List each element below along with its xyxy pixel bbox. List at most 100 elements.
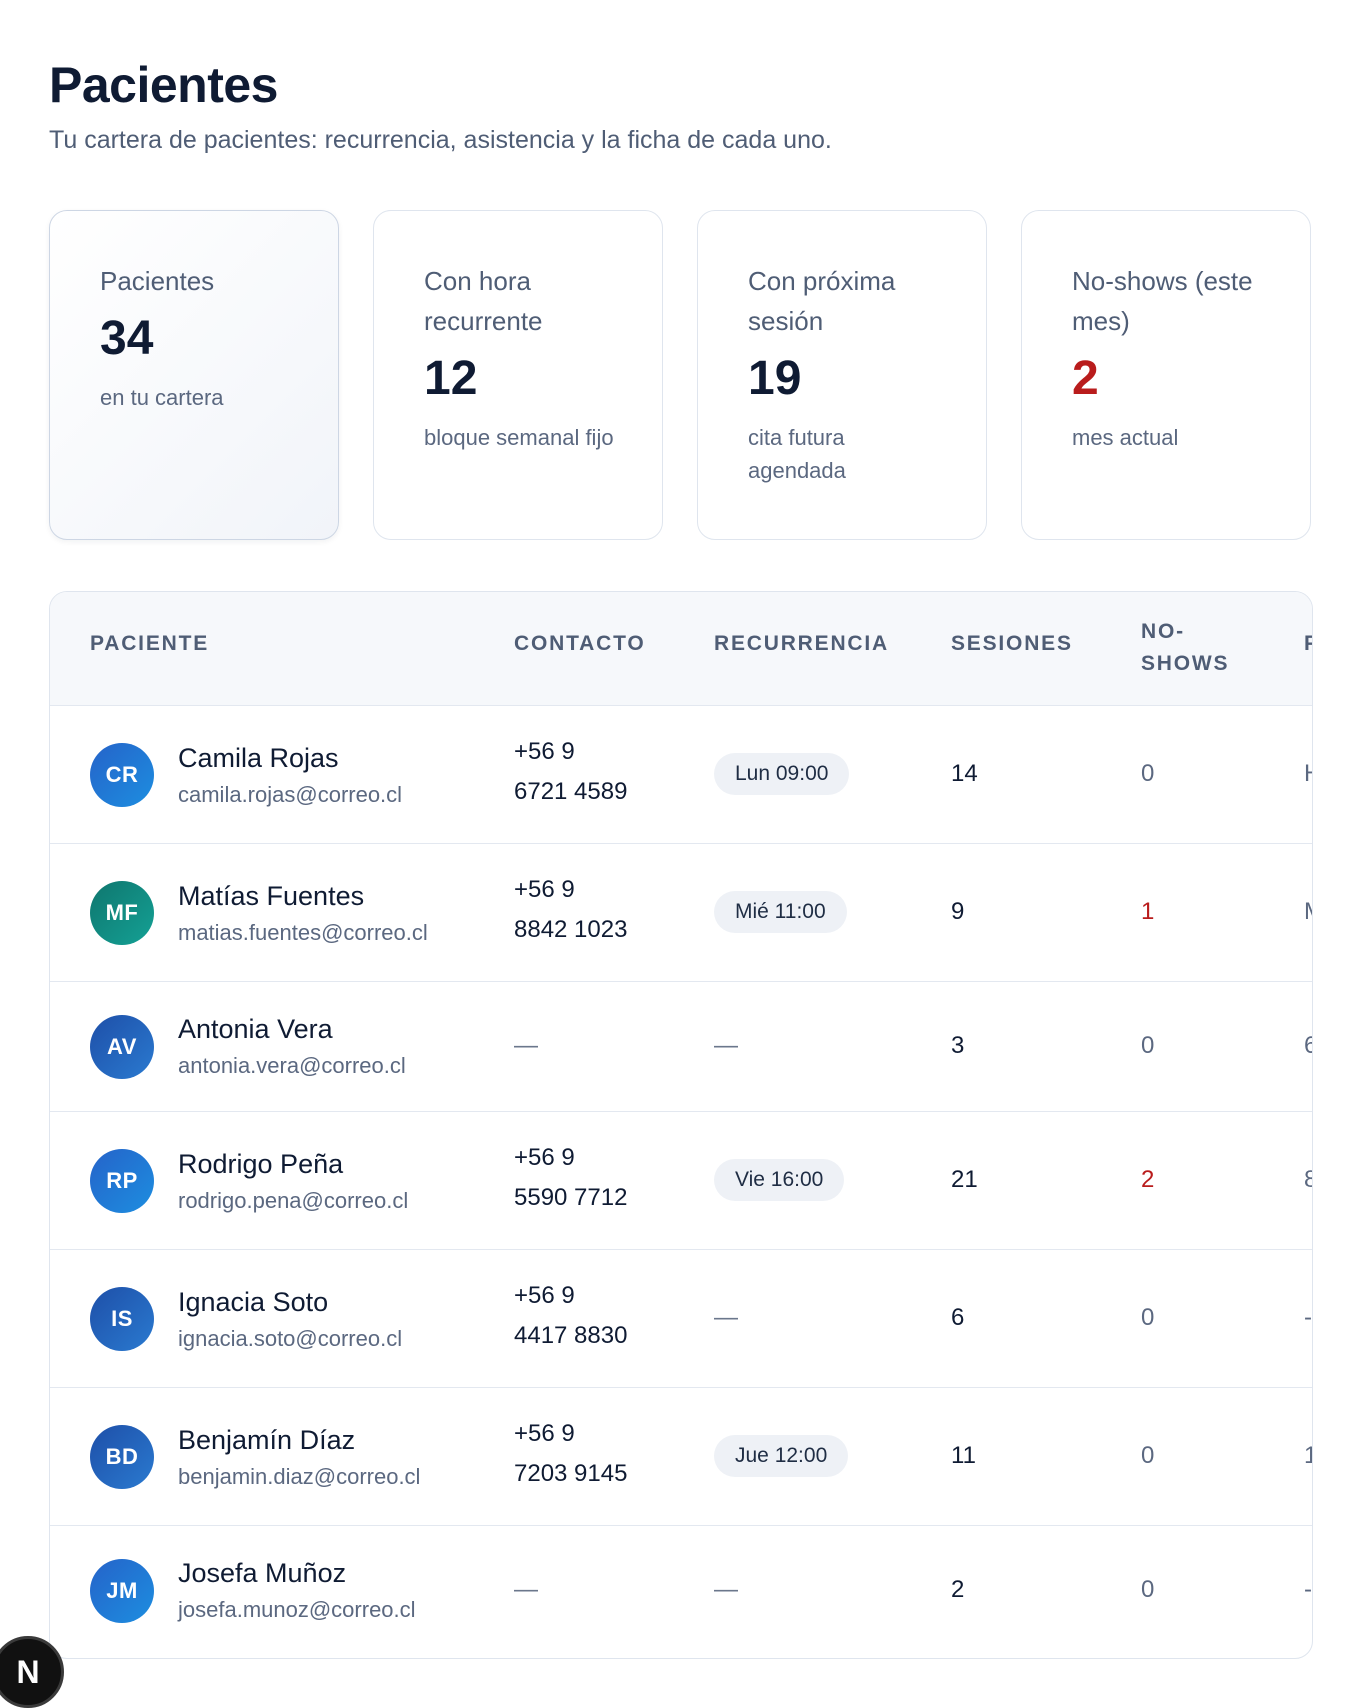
sessions-count: 14 [951,760,978,787]
truncated-cell: M [1304,898,1312,926]
patient-email: camila.rojas@correo.cl [178,782,403,807]
column-header-patient[interactable]: PACIENTE [90,632,210,655]
patient-name[interactable]: Camila Rojas [178,743,339,773]
patient-email: matias.fuentes@correo.cl [178,920,428,945]
table-row[interactable]: IS Ignacia Soto ignacia.soto@correo.cl +… [50,1250,1312,1388]
patient-name[interactable]: Antonia Vera [178,1014,333,1044]
recurrence-pill: Jue 12:00 [714,1435,849,1477]
stat-card-patients[interactable]: Pacientes 34 en tu cartera [49,210,339,540]
phone-number: 6721 4589 [514,778,628,805]
stats-row: Pacientes 34 en tu cartera Con hora recu… [49,210,1311,540]
table-row[interactable]: AV Antonia Vera antonia.vera@correo.cl —… [50,982,1312,1112]
phone-number: 4417 8830 [514,1322,628,1349]
patient-name[interactable]: Matías Fuentes [178,881,365,911]
stat-label: No-shows (este mes) [1072,266,1253,336]
sessions-count: 21 [951,1166,978,1193]
stat-label: Con próxima sesión [748,266,896,336]
table-row[interactable]: RP Rodrigo Peña rodrigo.pena@correo.cl +… [50,1112,1312,1250]
table-row[interactable]: JM Josefa Muñoz josefa.munoz@correo.cl —… [50,1526,1312,1655]
avatar: IS [90,1287,154,1351]
phone-number: 7203 9145 [514,1460,628,1487]
column-header-contact[interactable]: CONTACTO [514,632,646,655]
column-header-noshows[interactable]: NO-SHOWS [1141,620,1230,675]
sessions-count: 6 [951,1304,965,1331]
noshow-count: 2 [1141,1166,1155,1193]
column-header-sessions[interactable]: SESIONES [951,632,1073,655]
phone-prefix: +56 9 [514,1144,575,1171]
stat-card-next-session[interactable]: Con próxima sesión 19 cita futura agenda… [697,210,987,540]
patient-phone: +56 9 8842 1023 [514,870,627,950]
sessions-count: 11 [951,1442,976,1469]
dev-tools-badge[interactable]: N [0,1636,64,1708]
sessions-count: 2 [951,1576,965,1603]
sessions-count: 9 [951,898,965,925]
recurrence-empty: — [714,1304,738,1331]
stat-label: Pacientes [100,266,215,296]
recurrence-pill: Lun 09:00 [714,753,850,795]
stat-card-recurring[interactable]: Con hora recurrente 12 bloque semanal fi… [373,210,663,540]
phone-number: 5590 7712 [514,1184,628,1211]
page-subtitle: Tu cartera de pacientes: recurrencia, as… [49,126,832,154]
stat-value: 19 [748,352,802,405]
patient-email: rodrigo.pena@correo.cl [178,1188,409,1213]
avatar: BD [90,1425,154,1489]
truncated-cell: - [1304,1576,1312,1603]
patient-name[interactable]: Rodrigo Peña [178,1149,344,1179]
phone-prefix: +56 9 [514,1420,575,1447]
avatar: JM [90,1559,154,1623]
column-header-recurrence[interactable]: RECURRENCIA [714,632,889,655]
noshow-count: 0 [1141,1576,1155,1603]
noshow-count: 0 [1141,1442,1155,1469]
recurrence-pill: Vie 16:00 [714,1159,845,1201]
patient-email: josefa.munoz@correo.cl [178,1597,416,1622]
patient-name[interactable]: Benjamín Díaz [178,1425,356,1455]
stat-note: en tu cartera [100,385,224,410]
truncated-cell: 8 [1304,1166,1312,1194]
contact-empty: — [514,1032,538,1059]
stat-value: 12 [424,352,478,405]
phone-prefix: +56 9 [514,1282,575,1309]
avatar: CR [90,743,154,807]
phone-number: 8842 1023 [514,916,628,943]
truncated-cell: H [1304,760,1312,788]
page-title: Pacientes [49,57,278,113]
patient-phone: +56 9 4417 8830 [514,1276,627,1356]
noshow-count: 0 [1141,760,1155,787]
table-row[interactable]: MF Matías Fuentes matias.fuentes@correo.… [50,844,1312,982]
stat-card-noshows[interactable]: No-shows (este mes) 2 mes actual [1021,210,1311,540]
recurrence-pill: Mié 11:00 [714,891,847,933]
noshow-count: 0 [1141,1032,1155,1059]
sessions-count: 3 [951,1032,965,1059]
table-header: PACIENTE CONTACTO RECURRENCIA SESIONES N… [50,592,1312,706]
patient-phone: +56 9 6721 4589 [514,732,627,812]
stat-note: bloque semanal fijo [424,425,614,450]
truncated-cell: 1 [1304,1442,1312,1470]
phone-prefix: +56 9 [514,876,575,903]
truncated-cell: 6 [1304,1032,1312,1060]
column-header-truncated[interactable]: P [1304,632,1312,656]
avatar: RP [90,1149,154,1213]
table-row[interactable]: BD Benjamín Díaz benjamin.diaz@correo.cl… [50,1388,1312,1526]
truncated-cell: - [1304,1304,1312,1331]
patient-name[interactable]: Josefa Muñoz [178,1558,347,1588]
contact-empty: — [514,1576,538,1603]
noshow-count: 1 [1141,898,1155,925]
table-row[interactable]: CR Camila Rojas camila.rojas@correo.cl +… [50,706,1312,844]
stat-note: cita futura agendada [748,425,846,483]
patient-name[interactable]: Ignacia Soto [178,1287,329,1317]
stat-value: 34 [100,312,154,365]
noshow-count: 0 [1141,1304,1155,1331]
patient-phone: +56 9 5590 7712 [514,1138,627,1218]
recurrence-empty: — [714,1576,738,1603]
patient-email: antonia.vera@correo.cl [178,1053,406,1078]
patients-table: PACIENTE CONTACTO RECURRENCIA SESIONES N… [49,591,1313,1659]
stat-label: Con hora recurrente [424,266,543,336]
patient-phone: +56 9 7203 9145 [514,1414,627,1494]
avatar: AV [90,1015,154,1079]
phone-prefix: +56 9 [514,738,575,765]
recurrence-empty: — [714,1032,738,1059]
stat-note: mes actual [1072,425,1179,450]
patient-email: ignacia.soto@correo.cl [178,1326,403,1351]
patient-email: benjamin.diaz@correo.cl [178,1464,421,1489]
stat-value: 2 [1072,352,1099,405]
